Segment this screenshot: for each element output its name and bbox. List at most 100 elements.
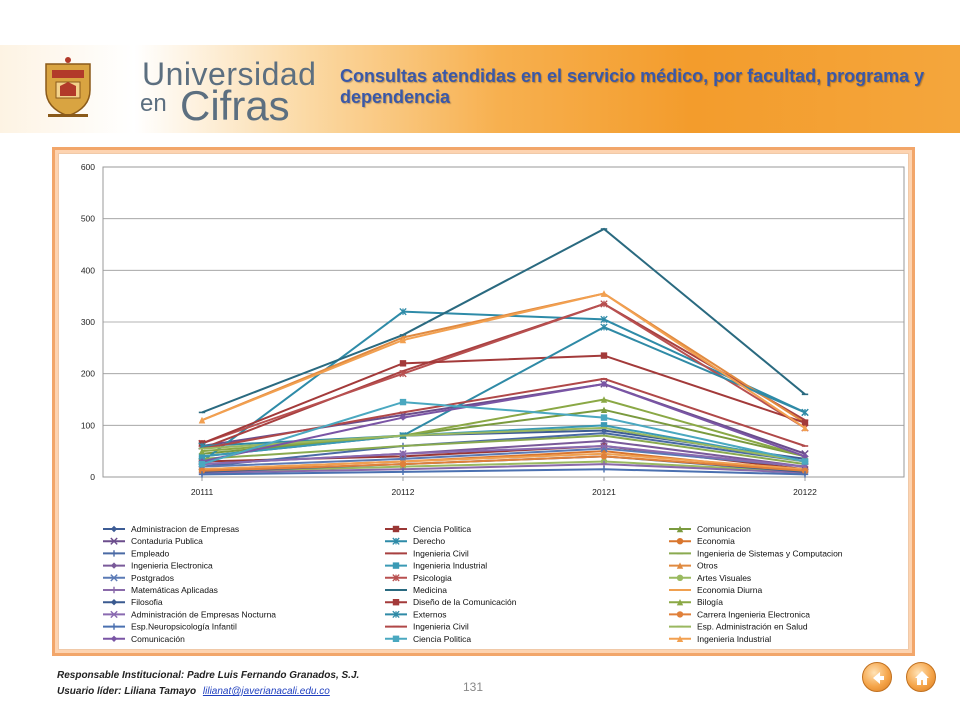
data-point [801,453,809,460]
series-line [201,382,806,463]
y-tick-label: 0 [90,472,95,482]
data-point [600,466,608,473]
legend-label: Psicologia [413,573,452,583]
x-tick-label: 20111 [191,487,214,497]
legend-label: Externos [413,609,447,619]
legend-marker [110,525,118,533]
data-point [801,424,809,432]
series-line [201,302,806,445]
data-point [600,442,608,450]
footer-email-link[interactable]: lilianat@javerianacali.edu.co [202,686,330,697]
legend-label: Empleado [131,548,170,558]
legend-label: Economia Diurna [697,585,762,595]
legend-label: Ingenieria Civil [413,622,469,632]
legend-marker [392,599,400,606]
series-line [201,354,806,445]
y-tick-label: 600 [81,162,95,172]
series-line [201,455,806,472]
legend-label: Comunicacion [697,524,751,534]
legend-label: Ciencia Politica [413,524,471,534]
series-line [201,326,806,447]
legend-label: Postgrados [131,573,174,583]
data-point [600,323,608,331]
series-line [201,452,806,471]
legend-marker [110,586,118,594]
data-point [399,460,407,468]
legend-marker [676,538,684,545]
data-point [399,414,407,421]
data-point [600,422,608,429]
footer-leader: Usuario líder: Liliana Tamayo lilianat@j… [57,686,330,697]
legend-label: Ciencia Politica [413,634,471,644]
data-point [600,396,608,403]
data-point [198,416,206,424]
legend-label: Administración de Empresas Nocturna [131,609,276,619]
legend-label: Diseño de la Comunicación [413,597,517,607]
data-point [198,471,206,478]
legend-marker [676,525,684,533]
series-line [201,377,806,450]
legend-label: Esp.Neuropsicología Infantil [131,622,237,632]
data-point [399,398,407,406]
data-point [801,458,809,465]
legend-label: Filosofia [131,597,163,607]
footer-responsible: Responsable Institucional: Padre Luis Fe… [57,670,360,681]
page-number: 131 [463,680,484,694]
back-button[interactable] [862,662,892,692]
y-tick-label: 500 [81,214,95,224]
data-point [600,300,608,308]
home-button[interactable] [906,662,936,692]
legend-label: Ingenieria Civil [413,548,469,558]
legend-marker [110,537,118,545]
legend-label: Economia [697,536,735,546]
data-point [399,360,407,367]
brand-line-1: Universidad [142,56,317,92]
series-line [201,227,806,414]
series-line [201,401,806,466]
legend-label: Ingenieria de Sistemas y Computacion [697,548,843,558]
data-point [600,414,608,421]
data-point [600,453,608,460]
data-point [198,453,206,460]
legend-label: Bilogía [697,597,723,607]
legend-label: Matemáticas Aplicadas [131,585,218,595]
legend-marker [110,599,118,606]
legend-label: Medicina [413,585,447,595]
data-point [600,437,608,445]
x-tick-label: 20122 [793,487,817,497]
line-chart: 0 100 200 300 400 500 600 20111 20112 20121 20122 A… [81,162,905,644]
data-point [600,406,608,414]
legend-label: Ingenieria Electronica [131,561,213,571]
legend-marker [110,623,118,630]
series-line [201,432,806,468]
series-line [201,292,806,424]
series-line [201,444,806,468]
legend-marker [676,599,684,606]
legend-marker [676,635,684,642]
series-line [201,398,806,458]
data-point [399,468,407,476]
chart-area: 0 100 200 300 400 500 600 20111 20112 20121 20122 A… [58,153,909,650]
legend-label: Esp. Administración en Salud [697,622,808,632]
legend-marker [392,562,400,569]
data-point [399,308,407,316]
series-line [201,460,806,473]
series-line [201,426,806,463]
data-point [600,352,608,359]
series-line [201,463,806,474]
university-crest-logo [40,56,96,122]
legend-marker [676,574,684,581]
legend-label: Contaduria Publica [131,536,203,546]
legend-label: Derecho [413,536,445,546]
legend-marker [392,537,400,545]
series-line [201,302,806,450]
data-point [198,467,206,474]
back-arrow-icon [873,672,884,684]
legend-label: Administracion de Empresas [131,524,239,534]
data-point [399,370,407,378]
series-line [201,292,806,429]
data-point [198,447,206,455]
y-tick-label: 100 [81,420,95,430]
legend-label: Otros [697,561,718,571]
legend-marker [110,610,118,619]
